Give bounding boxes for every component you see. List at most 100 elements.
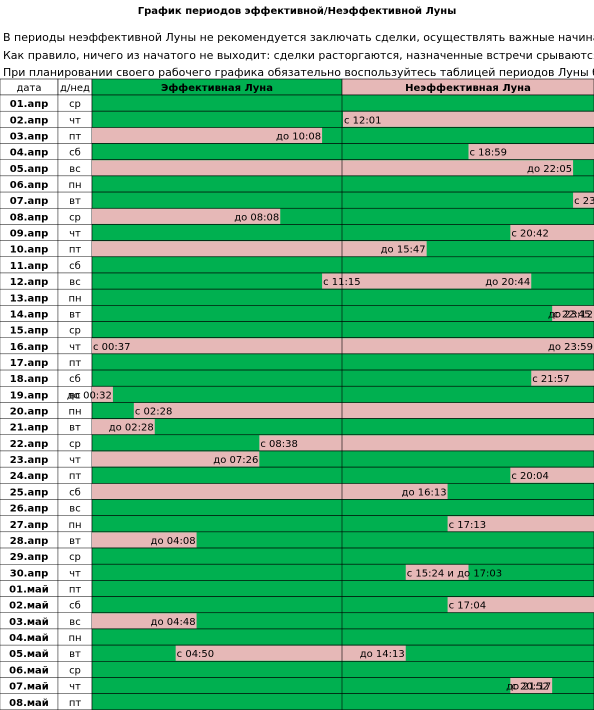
inactive-period (405, 564, 469, 580)
period-label: с 18:59 (470, 148, 508, 159)
inactive-period (343, 111, 594, 127)
date: 05.апр (10, 164, 49, 175)
weekday: чт (69, 682, 81, 693)
row-bar (91, 547, 594, 565)
date: 23.апр (10, 455, 49, 466)
date: 12.апр (10, 277, 49, 288)
period-label: до 08:08 (234, 212, 279, 223)
date: 07.апр (10, 196, 49, 207)
period-label: с 02:28 (135, 407, 173, 418)
weekday: чт (69, 229, 81, 240)
inactive-period (92, 386, 113, 402)
row-bar (91, 563, 594, 581)
weekday: чт (69, 568, 81, 579)
weekday: вт (69, 196, 81, 207)
weekday: пн (68, 407, 81, 418)
date: 08.май (9, 698, 49, 709)
weekday: вт (69, 536, 81, 547)
weekday: пт (69, 245, 82, 256)
row-bar (91, 385, 594, 403)
inactive-period (133, 402, 594, 419)
date: 06.апр (10, 180, 49, 191)
inactive-period (92, 613, 197, 629)
inactive-period (552, 305, 594, 322)
inactive-period (92, 127, 323, 144)
date: 02.май (9, 601, 49, 612)
inactive-period (510, 677, 553, 694)
period-label: до 04:08 (151, 536, 196, 547)
weekday: сб (69, 487, 81, 498)
weekday: ср (69, 326, 81, 337)
inactive-period (531, 370, 594, 386)
inactive-period (92, 338, 594, 354)
weekday: ср (69, 552, 81, 563)
note: Как правило, ничего из начатого не выход… (3, 49, 594, 62)
row-bar (91, 256, 594, 274)
period-label: до 02:28 (109, 423, 154, 434)
period-label: с 22:45 (553, 309, 591, 320)
weekday: пт (69, 131, 82, 142)
weekday: вт (69, 649, 81, 660)
inactive-period (92, 208, 281, 224)
row-bar (91, 628, 594, 646)
weekday: чт (69, 342, 81, 353)
weekday: пн (68, 633, 81, 644)
period-label: с 20:42 (511, 229, 549, 240)
weekday: пт (69, 358, 82, 369)
date: 29.апр (10, 552, 49, 563)
date: 21.апр (10, 423, 49, 434)
weekday: чт (69, 455, 81, 466)
inactive-period (447, 516, 594, 532)
weekday: ср (69, 439, 81, 450)
period-label: до 00:32 (67, 390, 112, 401)
date: 24.апр (10, 471, 49, 482)
header-label: д/нед (60, 83, 90, 94)
inactive-period (510, 224, 594, 241)
period-label: до 23:12 (548, 309, 593, 320)
row-bar (91, 288, 594, 306)
weekday: чт (69, 115, 81, 126)
inactive-period (92, 483, 448, 499)
period-label: с 23:42 (574, 196, 594, 207)
date: 18.апр (10, 374, 49, 385)
period-label: с 15:24 и до 17:03 (407, 568, 502, 579)
row-bar (91, 305, 594, 322)
period-label: до 23:59 (548, 342, 593, 353)
header-label: дата (17, 83, 42, 94)
date: 16.апр (10, 342, 49, 353)
date: 03.май (9, 617, 49, 628)
period-label: до 15:47 (381, 245, 426, 256)
header-label: Эффективная Луна (161, 82, 273, 94)
date: 04.май (9, 633, 49, 644)
date: 11.апр (10, 261, 49, 272)
note: В периоды неэффективной Луны не рекоменд… (3, 31, 594, 44)
period-label: до 22:05 (527, 164, 572, 175)
weekday: вт (69, 423, 81, 434)
weekday: ср (69, 665, 81, 676)
period-label: до 07:26 (213, 455, 258, 466)
period-label: до 14:13 (360, 649, 405, 660)
weekday: пт (69, 698, 82, 709)
weekday: пт (69, 471, 82, 482)
period-label: с 20:04 (511, 471, 549, 482)
period-label: с 00:37 (93, 342, 131, 353)
row-bar (91, 660, 594, 678)
weekday: сб (69, 261, 81, 272)
inactive-period (322, 273, 532, 289)
title: График периодов эффективной/Неэффективно… (138, 5, 457, 17)
period-label: до 21:17 (506, 682, 551, 693)
weekday: сб (69, 374, 81, 385)
header-label: Неэффективная Луна (405, 82, 531, 94)
period-label: с 17:04 (449, 601, 487, 612)
date: 27.апр (10, 520, 49, 531)
row-bar (91, 499, 594, 516)
row-bar (91, 369, 594, 387)
period-label: до 10:08 (276, 131, 321, 142)
weekday: вс (69, 164, 80, 175)
weekday: вс (69, 504, 80, 515)
date: 01.апр (10, 99, 49, 110)
date: 06.май (9, 665, 49, 676)
date: 19.апр (10, 390, 49, 401)
